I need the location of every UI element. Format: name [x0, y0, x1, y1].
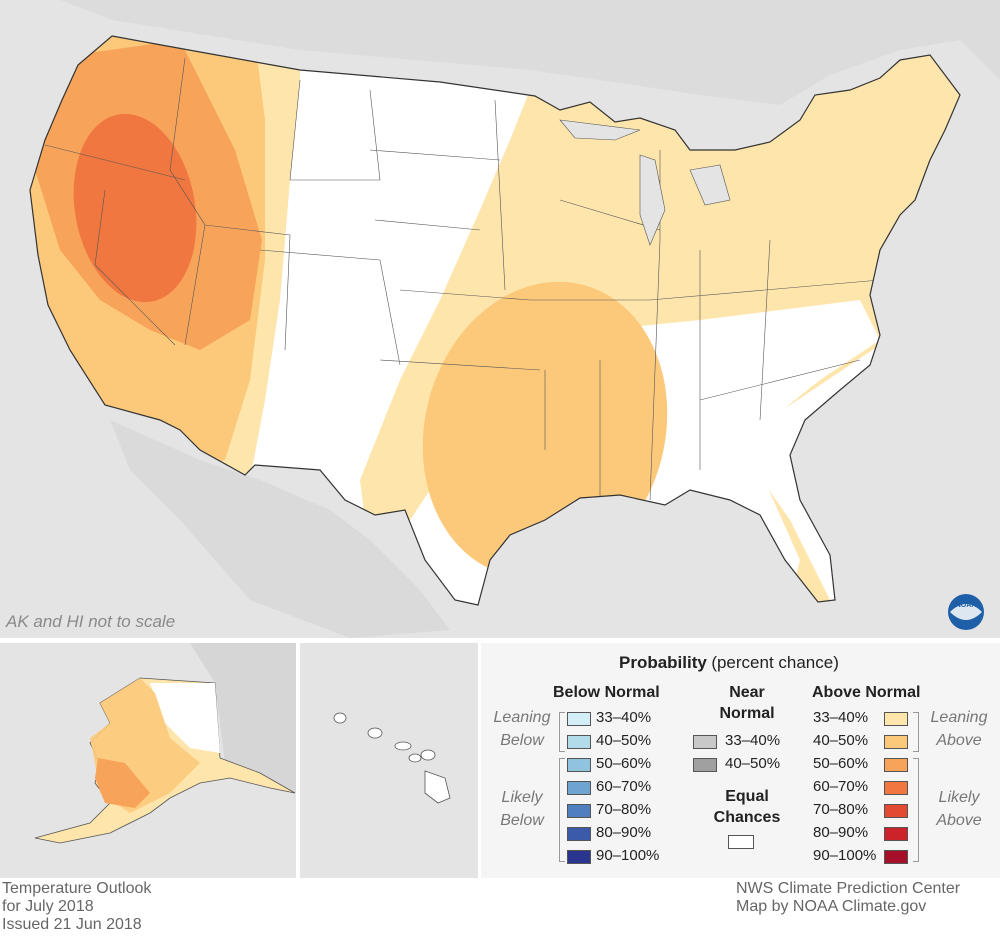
likely-above-bracket: [913, 758, 919, 862]
above-normal-item-swatch: [884, 781, 908, 795]
noaa-logo-text: NOAA: [956, 602, 977, 609]
leaning-below-label: Leaning Below: [493, 709, 551, 749]
below-normal-item-swatch: [567, 758, 591, 772]
alaska-equal-chances: [150, 683, 220, 753]
below-normal-item-swatch: [567, 850, 591, 864]
below-normal-item-swatch: [567, 712, 591, 726]
legend: Probability (percent chance) Below Norma…: [481, 643, 1000, 878]
below-normal-item-swatch: [567, 804, 591, 818]
above-normal-item-swatch: [884, 827, 908, 841]
state-lines: [44, 57, 881, 501]
likely-above-label: Likely Above: [936, 789, 982, 829]
footer-right-line-2: Map by NOAA Climate.gov: [736, 898, 927, 915]
above-normal-item-label: 40–50%: [813, 732, 869, 749]
lake-michigan: [639, 154, 666, 246]
near-normal-item-label: 33–40%: [725, 732, 781, 749]
above-normal-item-swatch: [884, 735, 908, 749]
legend-title-row: Probability (percent chance): [619, 653, 839, 673]
equal-chances-line-1: Equal: [725, 788, 769, 805]
near-normal-item-label: 40–50%: [725, 755, 781, 772]
alaska-svg: [34, 643, 296, 844]
conus-map: NOAA AK and HI not to scale: [0, 0, 1000, 638]
equal-chances-line-2: Chances: [713, 809, 781, 826]
canada-land-ak: [190, 643, 296, 793]
lake-huron: [689, 164, 731, 206]
below-normal-item-swatch: [567, 735, 591, 749]
above-normal-item-swatch: [884, 758, 908, 772]
footer-left-line-1: Temperature Outlook: [2, 880, 152, 897]
map-note: AK and HI not to scale: [6, 612, 176, 631]
above-normal-item-swatch: [884, 850, 908, 864]
above-normal-item-swatch: [884, 712, 908, 726]
below-normal-item-label: 70–80%: [596, 801, 652, 818]
above-normal-item-label: 50–60%: [813, 755, 869, 772]
legend-title: Probability: [619, 653, 707, 672]
hawaii-inset: [300, 643, 478, 878]
above-normal-item-label: 60–70%: [813, 778, 869, 795]
footer-left: Temperature Outlook for July 2018 Issued…: [2, 880, 151, 934]
alaska-above-50-60: [95, 758, 150, 808]
above-normal-header: Above Normal: [812, 684, 921, 701]
leaning-below-bracket: [559, 712, 565, 752]
likely-below-label: Likely Below: [500, 789, 544, 829]
conus-map-svg: NOAA: [0, 0, 1000, 638]
likely-below-bracket: [559, 758, 565, 862]
lake-superior: [559, 119, 641, 141]
leaning-above-bracket: [913, 712, 919, 752]
below-normal-item-label: 90–100%: [596, 847, 660, 864]
below-normal-item-label: 50–60%: [596, 755, 652, 772]
hawaii-islands: [333, 712, 451, 804]
leaning-above-label: Leaning Above: [930, 709, 988, 749]
near-normal-header-2: Normal: [719, 705, 775, 722]
footer-left-line-3: Issued 21 Jun 2018: [2, 916, 142, 933]
near-normal-item-swatch: [693, 735, 717, 749]
below-normal-item-label: 80–90%: [596, 824, 652, 841]
below-normal-item-swatch: [567, 827, 591, 841]
near-normal-item-swatch: [693, 758, 717, 772]
below-normal-item-label: 33–40%: [596, 709, 652, 726]
outlook-regions: [30, 36, 960, 605]
above-normal-item-label: 90–100%: [813, 847, 877, 864]
below-normal-item-label: 60–70%: [596, 778, 652, 795]
near-normal-header-1: Near: [729, 684, 765, 701]
above-normal-item-label: 70–80%: [813, 801, 869, 818]
footer-right: NWS Climate Prediction Center Map by NOA…: [736, 880, 960, 916]
mexico-land: [110, 420, 450, 638]
footer-right-line-1: NWS Climate Prediction Center: [736, 880, 961, 897]
below-normal-item-label: 40–50%: [596, 732, 652, 749]
below-normal-item-swatch: [567, 781, 591, 795]
above-normal-item-label: 80–90%: [813, 824, 869, 841]
west-above-60-70-area: [73, 113, 197, 303]
hawaii-svg: [333, 712, 451, 804]
equal-chances-swatch: [728, 835, 754, 849]
canada-land: [0, 0, 1000, 105]
above-normal-item-label: 33–40%: [813, 709, 869, 726]
alaska-inset: [0, 643, 296, 878]
below-normal-header: Below Normal: [553, 684, 660, 701]
us-outline: [29, 35, 961, 606]
legend-subtitle: (percent chance): [711, 653, 839, 672]
noaa-logo: NOAA: [948, 594, 984, 630]
above-normal-item-swatch: [884, 804, 908, 818]
footer-left-line-2: for July 2018: [2, 898, 94, 915]
